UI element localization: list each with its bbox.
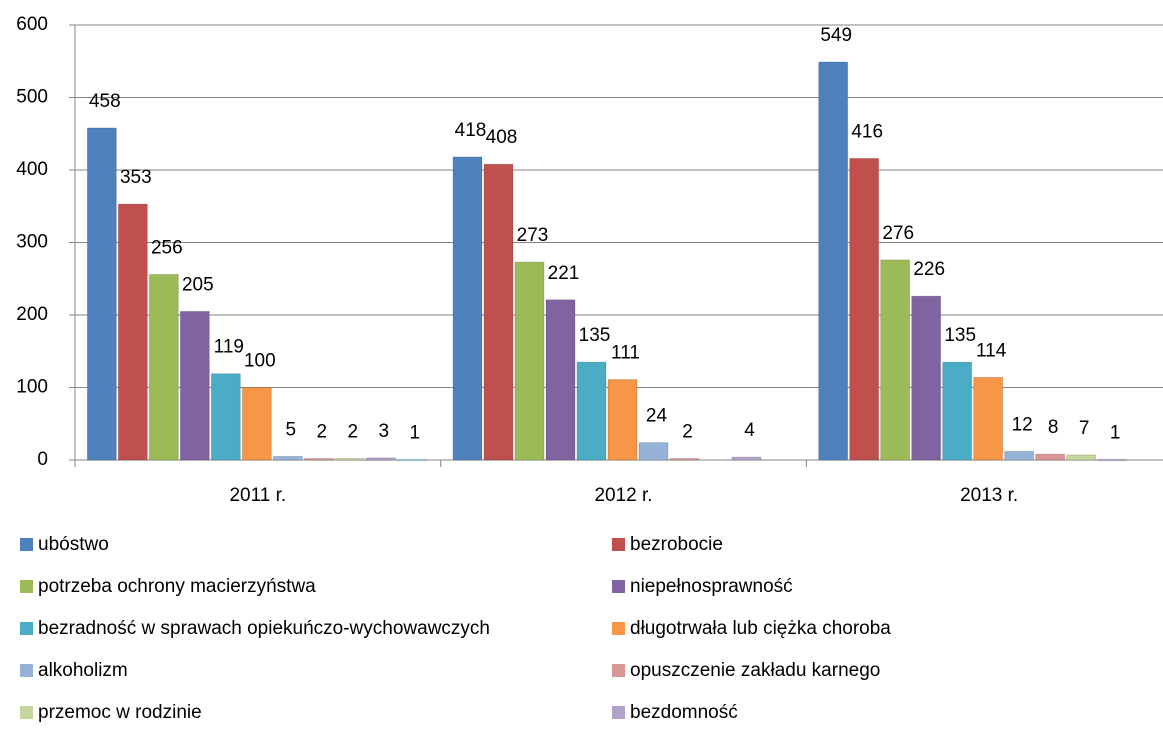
data-label: 4 xyxy=(744,420,755,441)
data-label: 273 xyxy=(517,225,549,246)
x-tick-label: 2011 r. xyxy=(229,485,286,506)
data-label: 226 xyxy=(913,259,945,280)
data-label: 549 xyxy=(820,25,852,46)
y-tick-label: 300 xyxy=(16,232,48,253)
data-label: 2 xyxy=(348,422,359,443)
data-label: 24 xyxy=(646,406,668,427)
y-tick-label: 600 xyxy=(16,14,48,35)
data-label: 135 xyxy=(944,325,976,346)
bar xyxy=(818,61,849,461)
bar xyxy=(545,299,576,461)
bar xyxy=(452,156,483,461)
bar xyxy=(303,458,334,461)
x-tick-label: 2013 r. xyxy=(960,485,1018,506)
data-label: 12 xyxy=(1012,414,1033,435)
x-tick-label: 2012 r. xyxy=(594,485,652,506)
legend-label: niepełnosprawność xyxy=(630,576,793,597)
data-label: 418 xyxy=(455,120,487,141)
bar xyxy=(1004,450,1035,461)
legend-swatch xyxy=(612,538,625,551)
legend-swatch xyxy=(20,580,33,593)
bar xyxy=(148,273,179,461)
legend-label: ubóstwo xyxy=(38,534,109,555)
bar xyxy=(483,163,514,461)
bar xyxy=(210,373,241,461)
legend-swatch xyxy=(612,664,625,677)
legend-label: bezradność w sprawach opiekuńczo-wychowa… xyxy=(38,618,490,639)
bar xyxy=(973,376,1004,461)
legend-label: bezdomność xyxy=(630,702,738,723)
y-tick-label: 500 xyxy=(16,87,48,108)
bar xyxy=(365,457,396,461)
data-label: 276 xyxy=(882,223,914,244)
bar xyxy=(1035,453,1066,461)
data-label: 408 xyxy=(486,127,518,148)
bar xyxy=(514,261,545,461)
y-tick-label: 400 xyxy=(16,159,48,180)
data-label: 353 xyxy=(120,167,152,188)
legend-swatch xyxy=(612,580,625,593)
bar xyxy=(942,361,973,461)
data-label: 111 xyxy=(611,343,640,364)
legend-label: alkoholizm xyxy=(38,660,128,681)
data-label: 205 xyxy=(182,274,214,295)
legend-label: opuszczenie zakładu karnego xyxy=(630,660,880,681)
data-label: 416 xyxy=(851,121,883,142)
bar xyxy=(86,127,117,461)
data-label: 119 xyxy=(214,337,244,358)
data-label: 7 xyxy=(1079,418,1090,439)
legend-swatch xyxy=(612,706,625,719)
bar xyxy=(334,458,365,461)
y-tick-label: 100 xyxy=(16,377,48,398)
data-label: 1 xyxy=(1110,422,1121,443)
legend-swatch xyxy=(20,664,33,677)
bar xyxy=(1066,454,1097,461)
bar xyxy=(849,157,880,461)
bar xyxy=(241,387,272,461)
bar xyxy=(576,361,607,461)
bar xyxy=(272,455,303,461)
bar xyxy=(911,295,942,461)
bar xyxy=(396,458,427,462)
data-label: 5 xyxy=(286,419,297,440)
data-label: 256 xyxy=(151,237,183,258)
legend-swatch xyxy=(20,706,33,719)
data-label: 135 xyxy=(579,325,611,346)
y-tick-label: 200 xyxy=(16,304,48,325)
data-label: 1 xyxy=(410,422,421,443)
bar xyxy=(179,310,210,461)
legend-swatch xyxy=(20,622,33,635)
data-label: 100 xyxy=(244,351,276,372)
bar xyxy=(731,456,762,461)
bar xyxy=(669,458,700,461)
bar xyxy=(117,203,148,461)
y-tick-label: 0 xyxy=(37,449,48,470)
data-label: 221 xyxy=(548,263,580,284)
data-label: 458 xyxy=(89,91,121,112)
bar xyxy=(638,442,669,461)
legend-label: przemoc w rodzinie xyxy=(38,702,202,723)
data-label: 2 xyxy=(682,422,693,443)
bar xyxy=(1097,458,1128,462)
bar xyxy=(607,379,638,461)
legend-swatch xyxy=(20,538,33,551)
data-label: 2 xyxy=(317,422,328,443)
data-label: 114 xyxy=(976,340,1007,361)
bar xyxy=(880,259,911,461)
data-label: 8 xyxy=(1048,417,1059,438)
legend-label: długotrwała lub ciężka choroba xyxy=(630,618,891,639)
legend-label: potrzeba ochrony macierzyństwa xyxy=(38,576,316,597)
legend-swatch xyxy=(612,622,625,635)
data-label: 3 xyxy=(379,421,390,442)
legend-label: bezrobocie xyxy=(630,534,723,555)
